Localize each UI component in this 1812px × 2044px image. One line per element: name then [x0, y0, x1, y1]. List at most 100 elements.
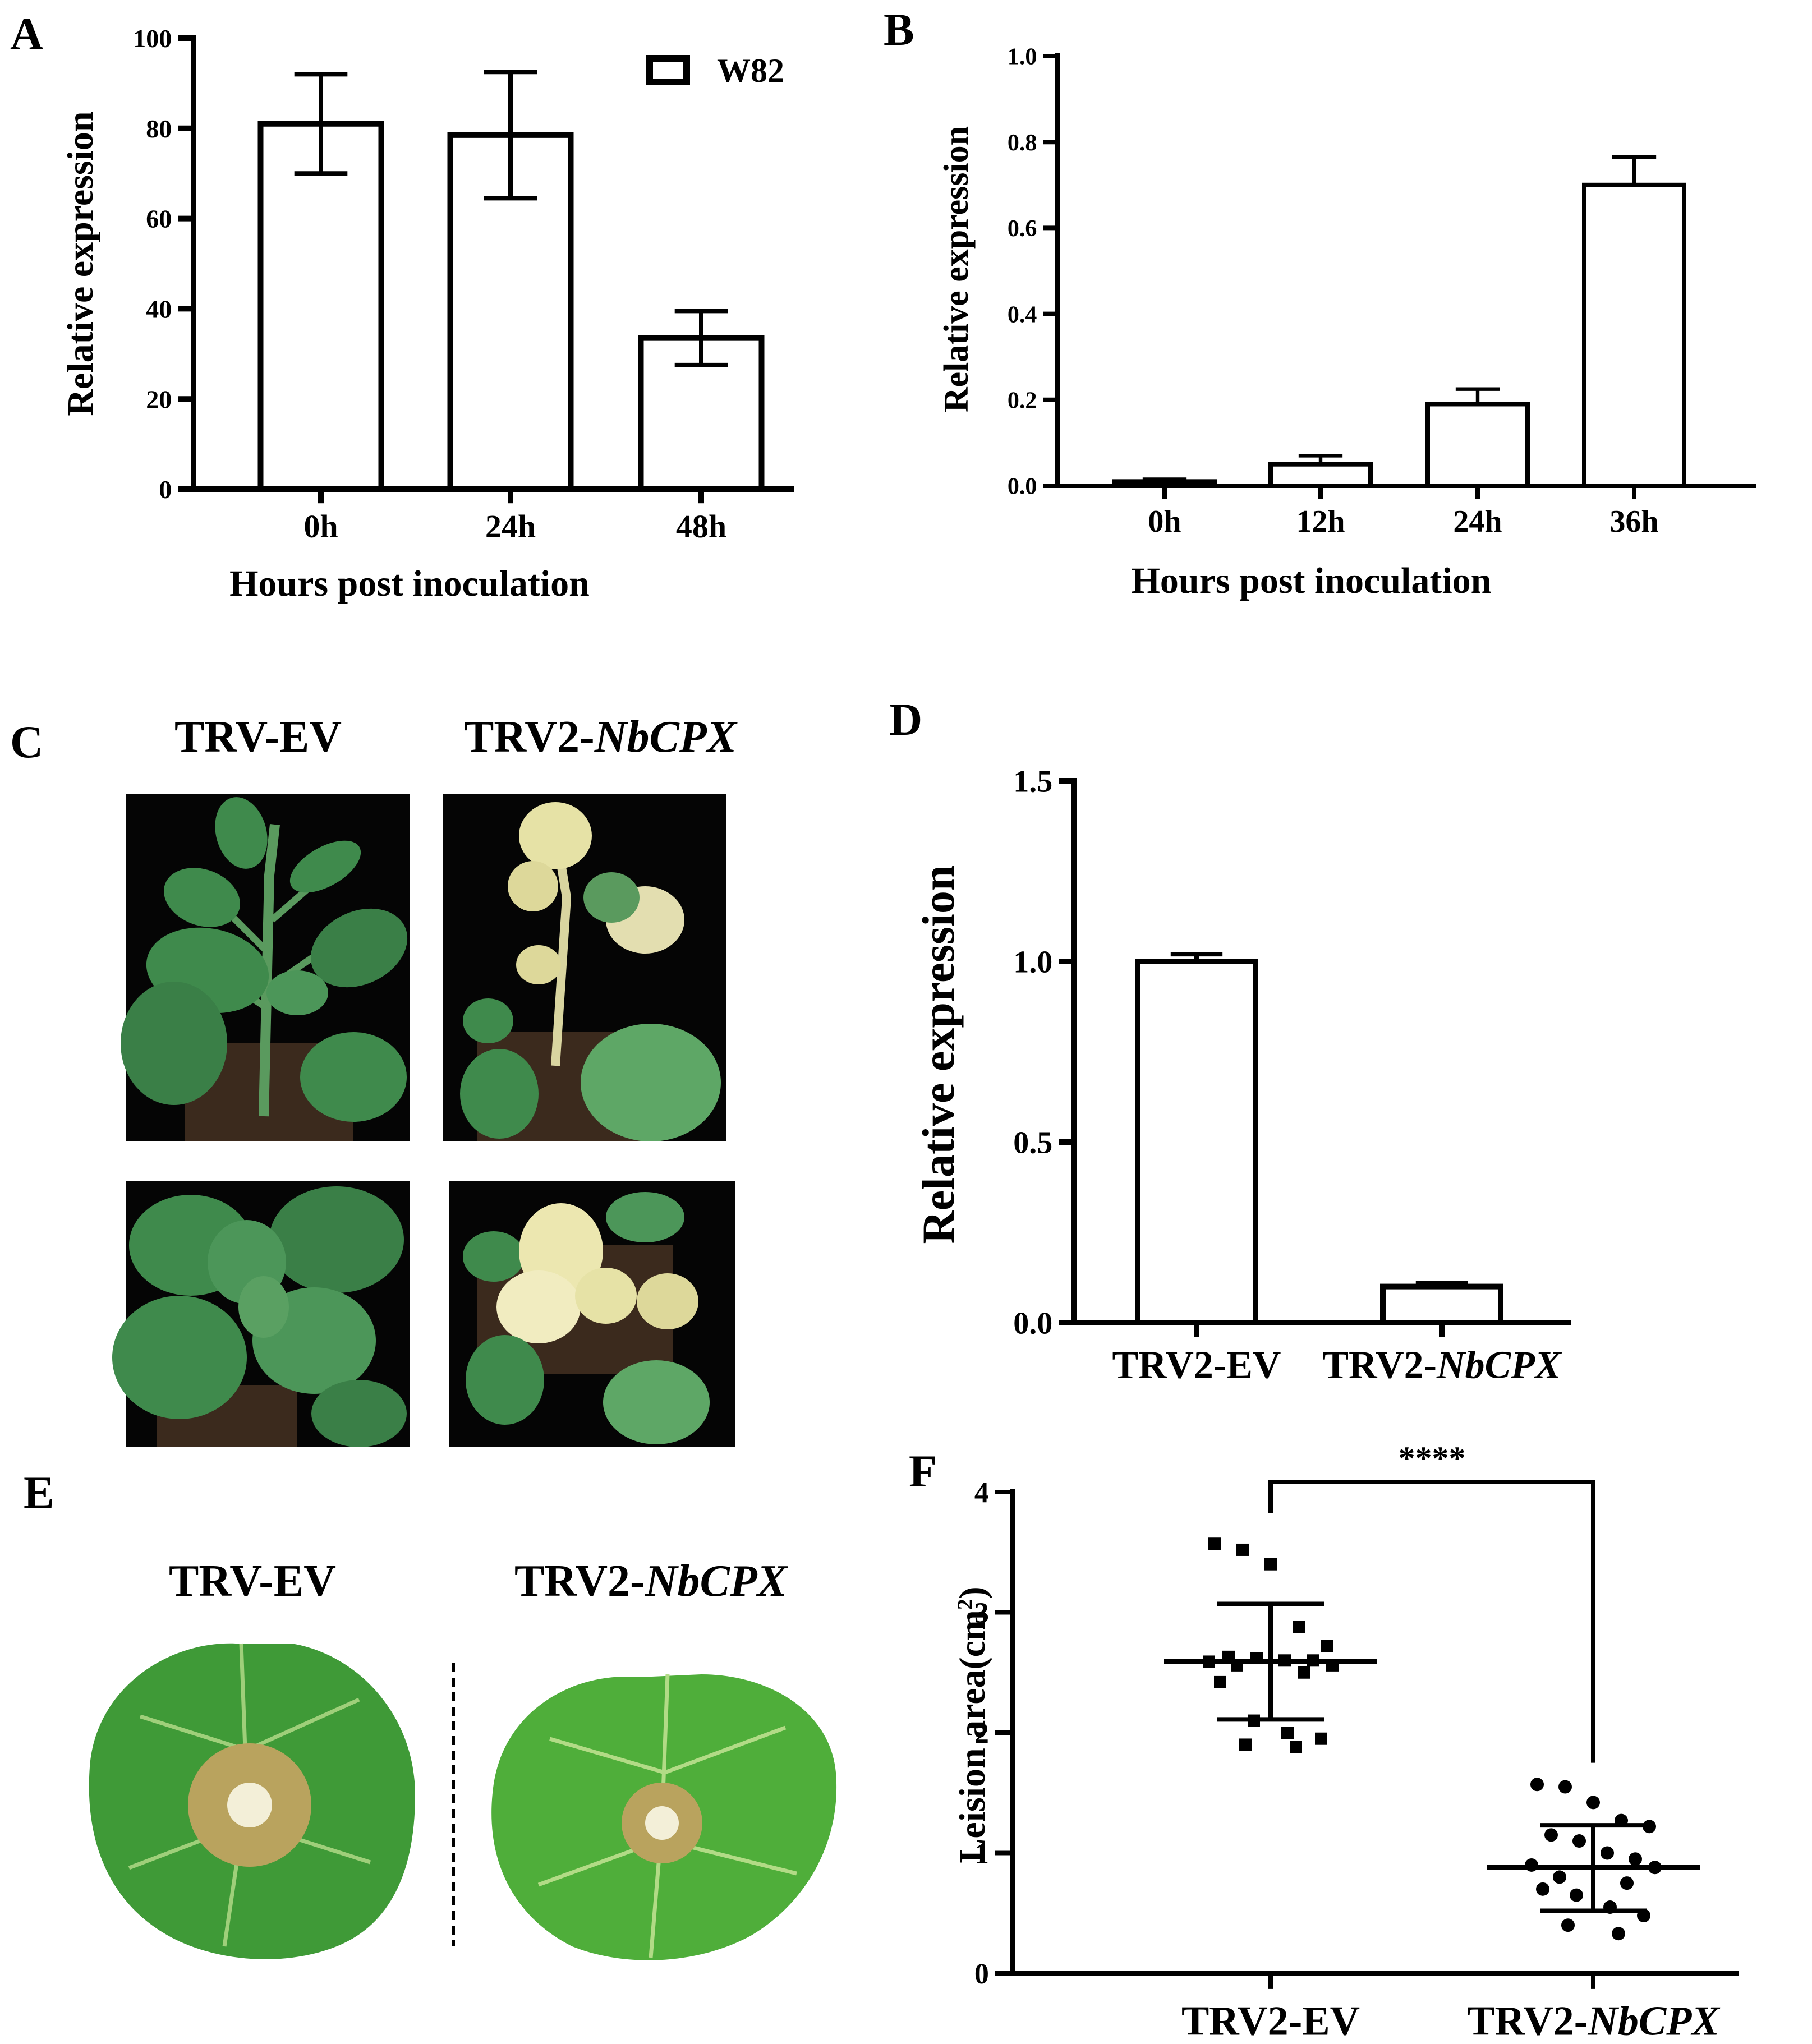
y-axis-title: Leision area(cm2)	[952, 1586, 993, 1863]
data-point	[1620, 1876, 1634, 1890]
data-point	[1612, 1927, 1625, 1941]
data-point	[1239, 1738, 1252, 1751]
y-tick-label: 0.8	[1008, 130, 1037, 156]
panel-letter-e: E	[24, 1467, 54, 1518]
data-point	[1293, 1621, 1305, 1633]
photo-trv-ev-plant	[121, 794, 410, 1141]
x-tick-label: 0h	[1148, 504, 1181, 539]
x-axis-title: Hours post inoculation	[1132, 560, 1492, 601]
y-tick-label: 1.5	[1013, 765, 1052, 799]
photo-trv2-nbcpx-plant	[443, 794, 726, 1141]
data-point	[1643, 1820, 1656, 1834]
data-point	[1203, 1655, 1215, 1668]
panel-letter-d: D	[889, 694, 922, 745]
panel-letter-c: C	[10, 716, 43, 767]
data-point	[1214, 1675, 1226, 1688]
y-tick-label: 2	[974, 1718, 989, 1750]
bar	[638, 335, 765, 492]
data-point	[1307, 1654, 1319, 1667]
x-tick-label-prefix: TRV2-EV	[1112, 1344, 1281, 1387]
data-point	[1525, 1858, 1538, 1872]
data-point	[1561, 1918, 1575, 1932]
data-point	[1298, 1666, 1310, 1679]
bar	[1582, 182, 1686, 488]
y-tick-label: 0	[159, 475, 172, 504]
y-tick-label: 0.0	[1013, 1306, 1052, 1341]
y-axis-title-suffix: )	[952, 1586, 993, 1599]
leaf-trv2-nbcpx	[491, 1674, 837, 1960]
data-point	[1615, 1813, 1628, 1827]
panel-e-leaves: TRV-EV TRV2-NbCPX	[89, 1557, 837, 1960]
x-tick-label: TRV2-EV	[1112, 1344, 1281, 1387]
data-point	[1637, 1909, 1650, 1923]
data-point	[1248, 1714, 1260, 1727]
data-point	[1603, 1900, 1617, 1914]
legend-label: W82	[717, 52, 784, 89]
y-tick-label: 100	[133, 24, 172, 53]
data-point	[1570, 1888, 1583, 1902]
y-tick-label: 3	[974, 1598, 989, 1629]
x-tick-label: 24h	[1453, 504, 1502, 539]
legend-swatch	[646, 55, 690, 85]
y-tick-label: 1	[974, 1838, 989, 1870]
x-tick-label-italic: NbCPX	[1587, 1998, 1720, 2044]
bar	[1135, 959, 1258, 1325]
y-axis-title: Relative expression	[913, 866, 964, 1244]
data-point	[1321, 1640, 1333, 1652]
data-point	[1586, 1796, 1600, 1810]
data-point	[1290, 1741, 1302, 1753]
photo-c-label-left: TRV-EV	[174, 712, 342, 762]
x-tick-label-prefix: TRV2-	[1467, 1998, 1588, 2044]
data-point	[1236, 1543, 1249, 1556]
photo-e-label-right: TRV2-NbCPX	[514, 1557, 788, 1606]
chart-b: 0.0 0.2 0.4 0.6 0.8 1.0 Relative expression Hou…	[937, 44, 1756, 601]
x-tick-label: 36h	[1609, 504, 1658, 539]
photo-trv2-nbcpx-top	[449, 1181, 735, 1447]
significance-bracket	[1268, 1480, 1595, 1763]
y-tick-label: 0.0	[1008, 474, 1037, 500]
y-axis-title-sup: 2	[953, 1599, 977, 1610]
data-point	[1572, 1834, 1586, 1848]
x-tick-label: TRV2-NbCPX	[1467, 1998, 1720, 2044]
chart-d: 0.0 0.5 1.0 1.5 Relative expression TRV2-EV TR…	[913, 765, 1571, 1387]
leaf-trv-ev	[89, 1643, 416, 1959]
x-tick-label: 12h	[1296, 504, 1345, 539]
y-axis-title: Relative expression	[60, 111, 101, 416]
panel-c-photos: TRV-EV TRV2-NbCPX	[112, 712, 738, 1447]
bar	[257, 121, 384, 492]
data-point	[1648, 1861, 1662, 1875]
y-tick-label: 60	[146, 205, 172, 233]
y-tick-label: 80	[146, 114, 172, 143]
x-tick-label: TRV2-NbCPX	[1322, 1344, 1562, 1387]
bar	[1112, 479, 1217, 489]
y-tick-label: 0.6	[1008, 216, 1037, 242]
photo-c-label-right: TRV2-NbCPX	[464, 712, 738, 762]
x-tick-label-prefix: TRV2-	[1322, 1344, 1437, 1387]
data-point	[1250, 1652, 1263, 1665]
data-point	[1558, 1780, 1572, 1794]
data-point	[1601, 1846, 1614, 1860]
data-point	[1278, 1654, 1291, 1667]
panel-letter-f: F	[909, 1445, 937, 1497]
bar	[1268, 462, 1373, 489]
x-axis-title: Hours post inoculation	[229, 563, 590, 604]
significance-label: ****	[1399, 1440, 1466, 1477]
bar	[447, 132, 574, 492]
y-tick-label: 0.2	[1008, 388, 1037, 414]
photo-e-label-left: TRV-EV	[169, 1557, 336, 1606]
y-tick-label: 1.0	[1008, 44, 1037, 70]
panel-letter-a: A	[10, 8, 43, 59]
y-tick-label: 1.0	[1013, 945, 1052, 980]
y-tick-label: 40	[146, 295, 172, 324]
panel-letter-b: B	[884, 4, 914, 55]
x-tick-label-prefix: TRV2-EV	[1181, 1998, 1360, 2044]
y-axis-title: Relative expression	[937, 126, 976, 412]
y-tick-label: 0.4	[1008, 302, 1037, 328]
bar	[1425, 402, 1530, 489]
data-point	[1553, 1870, 1566, 1884]
chart-a: 0 20 40 60 80 100 Relative expression Hours pos…	[60, 24, 794, 604]
y-tick-label: 0	[974, 1958, 989, 1990]
y-tick-label: 4	[974, 1477, 989, 1509]
